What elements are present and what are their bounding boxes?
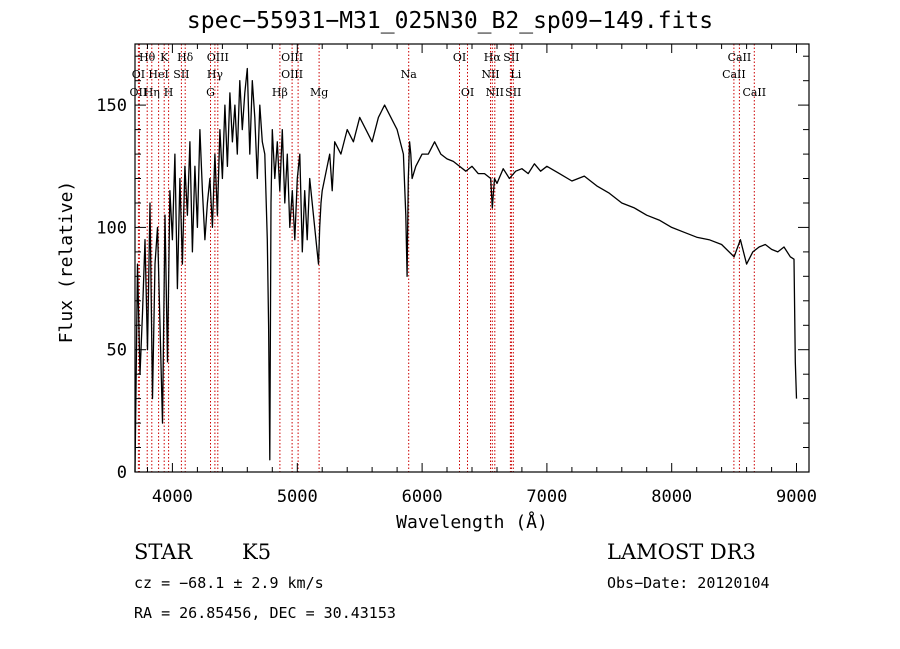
line-label-10: HeI [148, 68, 168, 81]
line-label-18: OII [130, 86, 148, 99]
line-label-9: OI [132, 68, 145, 81]
object-class: STAR [134, 540, 193, 564]
chart-title: spec−55931−M31_025N30_B2_sp09−149.fits [186, 8, 714, 34]
line-label-2: Hδ [177, 51, 194, 64]
line-label-4: OIII [281, 51, 303, 64]
x-tick-label-8000: 8000 [651, 487, 692, 507]
spectrum-series [134, 67, 798, 473]
line-label-25: NII [486, 86, 504, 99]
line-label-13: OIII [281, 68, 303, 81]
line-label-3: OIII [207, 51, 229, 64]
ra-dec-coordinates: RA = 26.85456, DEC = 30.43153 [134, 604, 396, 622]
spectrum-line-0 [134, 67, 798, 473]
x-tick-label-5000: 5000 [277, 487, 318, 507]
line-label-21: G [206, 86, 215, 99]
axis-ticks [135, 44, 809, 473]
line-label-26: SII [505, 86, 521, 99]
line-label-8: CaII [728, 51, 752, 64]
plot-frame [134, 43, 810, 473]
x-tick-label-4000: 4000 [152, 487, 193, 507]
line-label-11: SII [173, 68, 189, 81]
line-label-12: Hγ [207, 68, 224, 81]
line-label-19: Hη [144, 86, 160, 99]
observation-date: Obs−Date: 20120104 [607, 574, 770, 592]
x-tick-label-6000: 6000 [402, 487, 443, 507]
axis-tick-labels: 4000 5000 6000 7000 8000 9000 0 50 100 150 [96, 96, 817, 507]
line-label-14: Na [401, 68, 418, 81]
y-tick-label-150: 150 [96, 96, 127, 116]
line-label-22: Hβ [272, 86, 288, 99]
line-label-5: OI [453, 51, 466, 64]
y-tick-label-50: 50 [107, 341, 127, 361]
object-subclass: K5 [242, 540, 272, 564]
line-label-17: CaII [722, 68, 746, 81]
line-label-6: Hα [484, 51, 502, 64]
x-axis-label: Wavelength (Å) [396, 511, 548, 533]
line-label-7: SII [503, 51, 519, 64]
line-label-23: Mg [310, 86, 328, 99]
y-axis-label: Flux (relative) [56, 181, 77, 344]
line-label-27: CaII [742, 86, 766, 99]
line-label-16: Li [510, 68, 521, 81]
emission-line-markers [137, 44, 755, 472]
x-tick-label-9000: 9000 [776, 487, 817, 507]
y-tick-label-0: 0 [117, 463, 127, 483]
line-label-0: Hθ [139, 51, 156, 64]
x-tick-label-7000: 7000 [526, 487, 567, 507]
survey-name: LAMOST DR3 [607, 540, 756, 564]
line-label-1: K [160, 51, 169, 64]
line-label-20: H [164, 86, 174, 99]
line-label-24: OI [461, 86, 474, 99]
redshift-cz: cz = −68.1 ± 2.9 km/s [134, 574, 324, 592]
line-label-15: NII [481, 68, 499, 81]
y-tick-label-100: 100 [96, 218, 127, 238]
